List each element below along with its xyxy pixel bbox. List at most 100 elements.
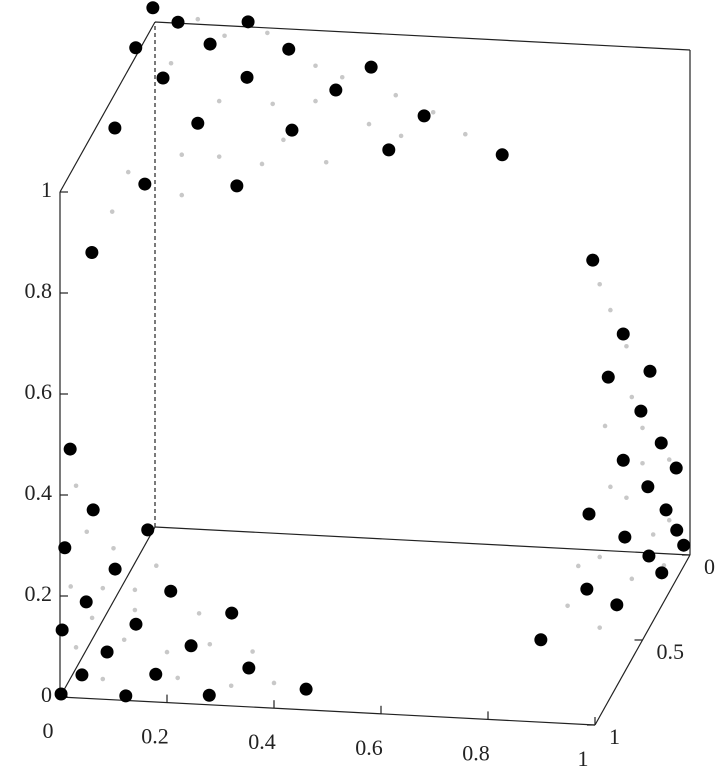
surface-point: [132, 587, 138, 593]
surface-point: [271, 680, 277, 686]
sample-point: [669, 461, 683, 475]
x-tick-label: 0.8: [462, 740, 490, 765]
surface-point: [281, 137, 286, 143]
surface-point: [179, 192, 185, 198]
sample-point: [417, 109, 431, 123]
surface-point: [624, 343, 629, 349]
sample-point: [230, 179, 244, 193]
z-tick-label: 0.6: [25, 379, 53, 404]
sample-point: [586, 253, 600, 267]
surface-point: [89, 615, 95, 621]
sample-point: [119, 689, 133, 703]
surface-point: [121, 637, 127, 643]
surface-point: [666, 517, 672, 523]
box-edge: [154, 526, 691, 556]
sample-point: [655, 566, 669, 580]
box-edge: [59, 526, 156, 698]
z-tick-label: 1: [41, 177, 52, 202]
surface-point: [597, 281, 602, 287]
sample-point: [382, 143, 396, 157]
surface-point: [565, 603, 570, 609]
surface-point: [313, 63, 318, 69]
sample-point: [85, 246, 99, 260]
surface-point: [228, 683, 234, 689]
x-tick-label: 0.2: [141, 724, 169, 749]
x-tick-label: 0.4: [248, 729, 276, 754]
sample-point: [582, 507, 596, 521]
surface-point: [111, 546, 116, 551]
surface-point: [463, 131, 468, 137]
sample-point: [299, 682, 313, 696]
sample-point: [610, 598, 624, 612]
surface-point: [125, 169, 131, 175]
x-tick-label: 1: [578, 746, 589, 771]
sample-point: [149, 667, 163, 681]
sample-point: [55, 623, 69, 637]
sample-point: [54, 687, 68, 701]
surface-point: [109, 209, 115, 214]
sample-point: [141, 523, 155, 537]
sample-point: [670, 523, 684, 537]
surface-point: [164, 649, 170, 655]
sample-point: [184, 639, 198, 653]
sample-point: [534, 633, 548, 647]
surface-point: [259, 161, 265, 167]
sample-point: [643, 364, 657, 378]
surface-point: [68, 584, 73, 589]
sample-point: [282, 42, 296, 56]
surface-point: [608, 307, 613, 313]
z-tick-label: 0.8: [25, 278, 53, 303]
sample-point: [138, 177, 152, 191]
sample-point: [225, 606, 239, 620]
x-tick-label: 0.6: [355, 735, 383, 760]
surface-point: [640, 425, 645, 431]
y-tick-label: 0.5: [657, 639, 685, 664]
surface-point: [597, 554, 602, 560]
surface-point: [73, 483, 79, 489]
surface-point: [195, 16, 201, 22]
surface-point: [666, 457, 672, 462]
sample-point: [642, 549, 656, 563]
sample-point: [364, 60, 378, 74]
sample-point: [129, 41, 143, 55]
surface-point: [323, 159, 329, 165]
surface-point: [650, 532, 656, 537]
surface-point: [154, 563, 159, 568]
surface-point: [265, 30, 270, 36]
z-tick-label: 0: [41, 682, 52, 707]
surface-point: [430, 110, 436, 115]
sample-point: [108, 562, 122, 576]
box-edge: [154, 21, 691, 51]
surface-point: [196, 611, 202, 616]
surface-point: [73, 645, 79, 650]
surface-point: [207, 641, 213, 647]
sample-point: [329, 83, 343, 97]
surface-point: [629, 576, 635, 582]
sample-point: [108, 121, 122, 135]
surface-point: [576, 563, 581, 569]
z-tick-label: 0.2: [25, 581, 53, 606]
surface-point: [175, 675, 180, 681]
sample-point: [580, 582, 594, 596]
surface-point: [132, 607, 138, 613]
sample-point: [616, 453, 630, 467]
surface-point: [597, 625, 602, 630]
surface-point: [602, 423, 608, 429]
sample-point: [63, 442, 77, 456]
sample-point: [242, 661, 256, 675]
surface-point: [168, 60, 174, 66]
sample-point: [203, 37, 217, 51]
sample-point: [634, 404, 648, 418]
sample-point: [146, 1, 160, 15]
surface-point: [366, 121, 372, 127]
sample-point: [618, 530, 632, 544]
surface-point: [216, 154, 222, 159]
surface-point: [270, 101, 276, 107]
sample-point: [129, 617, 143, 631]
sample-point: [75, 668, 89, 682]
sample-point: [641, 480, 655, 494]
sample-point: [171, 15, 185, 29]
surface-point: [100, 585, 106, 591]
axis-line: [59, 696, 596, 726]
